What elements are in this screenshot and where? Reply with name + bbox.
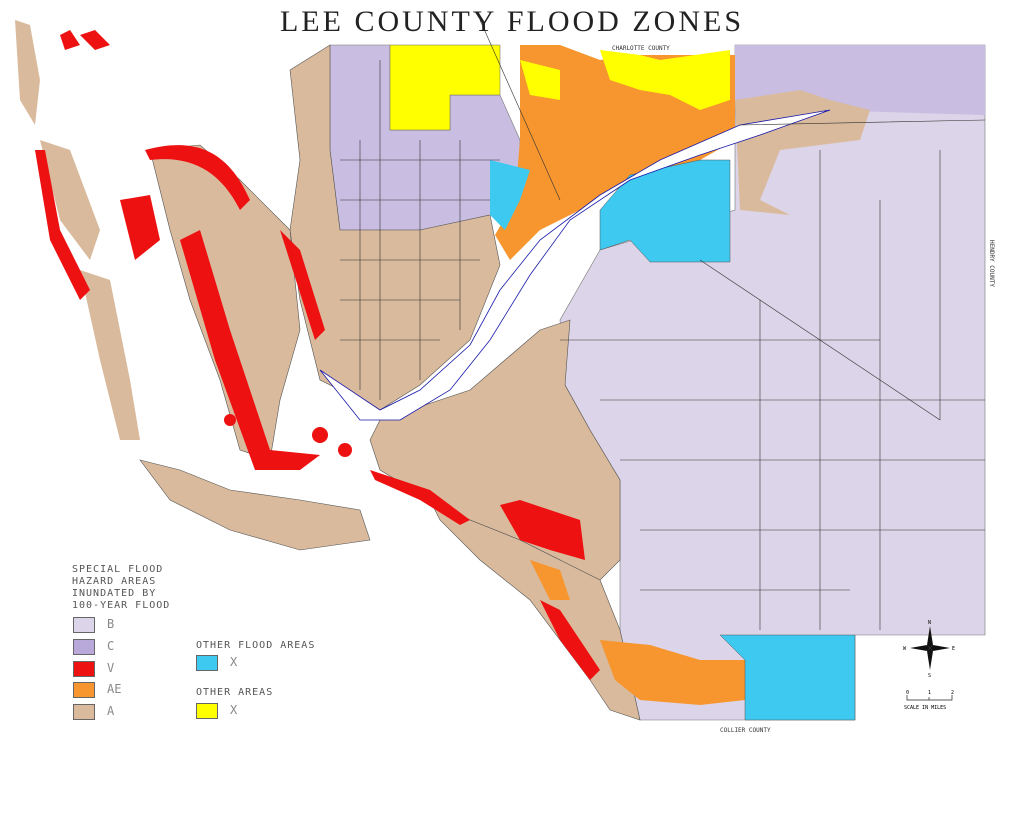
map-title: LEE COUNTY FLOOD ZONES [279,5,745,38]
legend-heading-line: SPECIAL FLOOD [72,564,164,575]
legend-other-flood-heading: OTHER FLOOD AREAS [196,640,316,651]
legend-other-heading: OTHER AREAS [196,687,274,698]
zone-v-area [224,414,236,426]
county-label-south: COLLIER COUNTY [720,727,771,734]
legend-heading-line: INUNDATED BY [72,588,157,599]
road-network [340,19,986,630]
legend-swatch-ae [73,682,95,698]
legend-label-v: V [107,661,115,675]
scale-tick: 0 [906,690,909,696]
zone-a-island [40,140,100,260]
compass-s: S [928,673,931,679]
scale-tick: 2 [951,690,954,696]
compass-e: E [952,646,955,652]
legend-heading-line: 100-YEAR FLOOD [72,600,171,611]
county-label-east: HENDRY COUNTY [988,240,995,287]
legend-label-c: C [107,639,115,653]
legend-swatch-x-flood [196,655,218,671]
zone-x-other-area [389,44,501,131]
scale-tick: 1 [928,690,931,696]
zone-v-area [370,470,470,525]
zone-ae-area [530,560,570,600]
scale-bar: 0 1 2 SCALE IN MILES [904,690,954,711]
zone-v-area [500,500,585,560]
legend-label-ae: AE [107,682,122,696]
zone-v-area [180,230,320,470]
legend-swatch-c [73,639,95,655]
scale-label: SCALE IN MILES [904,705,946,711]
zone-a-island [80,270,140,440]
legend-label-b: B [107,617,115,631]
legend-swatch-v [73,661,95,677]
county-label-north: CHARLOTTE COUNTY [612,45,670,52]
legend-label-a: A [107,704,115,718]
zone-v-area [60,30,110,50]
zone-v-area [280,230,325,340]
legend-swatch-b [73,617,95,633]
zone-v-area [540,600,600,680]
legend-heading-line: HAZARD AREAS [72,576,157,587]
zone-v-area [35,150,90,300]
compass-n: N [928,620,931,626]
zone-x-flood-area [719,634,856,721]
zone-a-island [15,20,40,125]
legend-swatch-x-other [196,703,218,719]
legend-heading: SPECIAL FLOOD HAZARD AREAS INUNDATED BY … [72,564,170,612]
zone-x-flood-area [599,159,731,263]
zone-v-area [120,195,160,260]
zone-x-flood-area [490,160,530,230]
compass-w: W [903,646,907,652]
caloosahatchee-river [319,109,831,421]
compass-rose-icon: N S W E [903,620,955,679]
zone-ae-area [600,640,745,705]
legend-label-x-flood: X [230,655,238,669]
legend-swatch-a [73,704,95,720]
zone-v-area [312,427,328,443]
zone-v-area [145,145,250,210]
zone-v-area [338,443,352,457]
zone-x-other-area [520,60,560,100]
zone-a-island [149,144,301,461]
legend-label-x-other: X [230,703,238,717]
zone-a-island [139,459,371,551]
zone-x-other-area [600,50,730,110]
